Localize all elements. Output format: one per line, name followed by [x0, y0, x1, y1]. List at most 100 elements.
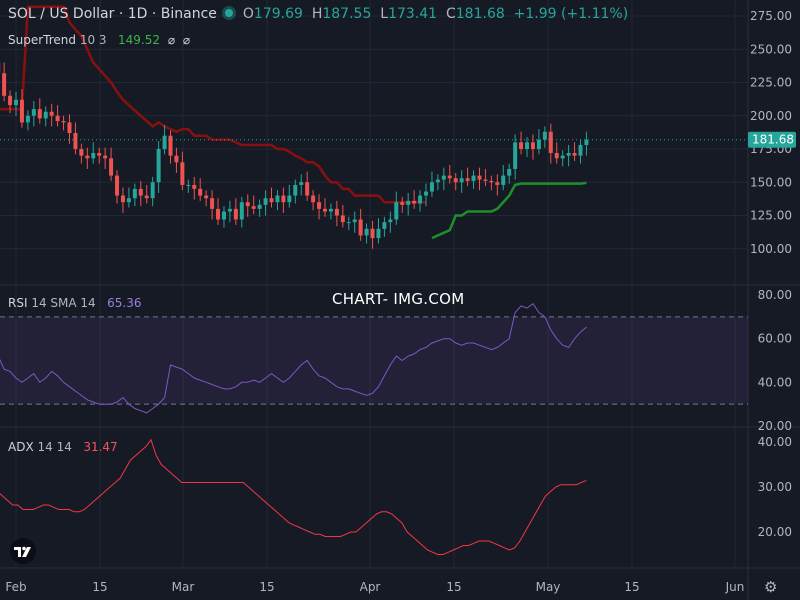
time-axis-label: Jun — [725, 580, 745, 594]
candle-body — [465, 178, 470, 181]
adx-legend[interactable]: ADX 14 14 31.47 — [8, 440, 118, 454]
market-status-dot — [224, 9, 233, 17]
candle-body — [400, 202, 405, 205]
candle-body — [14, 99, 18, 106]
candle-body — [328, 208, 333, 212]
supertrend-value: 149.52 — [118, 33, 160, 47]
adx-axis-label: 20.00 — [758, 525, 792, 539]
candle-body — [79, 149, 84, 156]
gear-icon[interactable]: ⚙ — [764, 578, 778, 596]
rsi-axis-label: 80.00 — [758, 288, 792, 302]
candle-body — [186, 184, 191, 186]
symbol-title[interactable]: SOL / US Dollar · 1D · Binance — [8, 6, 217, 22]
time-axis-label: Apr — [360, 580, 381, 594]
adx-name: ADX — [8, 440, 34, 454]
supertrend-up-line — [431, 181, 587, 240]
symbol-header: SOL / US Dollar · 1D · Binance O179.69 H1… — [8, 6, 628, 22]
candle-body — [251, 206, 256, 209]
adx-axis-label: 40.00 — [758, 435, 792, 449]
time-axis-label: Mar — [172, 580, 195, 594]
price-axis-label: 225.00 — [750, 76, 792, 90]
rsi-axis-label: 40.00 — [758, 375, 792, 389]
ohlc-values: O179.69 H187.55 L173.41 C181.68 +1.99 (+… — [243, 6, 628, 22]
time-axis-label: 15 — [446, 580, 461, 594]
rsi-legend[interactable]: RSI 14 SMA 14 65.36 — [8, 296, 142, 310]
candle-body — [150, 182, 155, 199]
candle-body — [55, 115, 60, 122]
rsi-axis-label: 60.00 — [758, 332, 792, 346]
candle-body — [61, 121, 66, 123]
close-value: 181.68 — [455, 6, 505, 22]
rsi-axis-label: 20.00 — [758, 419, 792, 433]
candle-body — [168, 135, 173, 156]
candle-body — [560, 155, 565, 159]
candle-body — [542, 131, 547, 140]
candle-body — [19, 99, 24, 123]
candle-body — [376, 228, 381, 239]
candle-body — [162, 135, 167, 149]
candle-body — [97, 152, 102, 156]
candle-body — [91, 152, 96, 159]
adx-params: 14 14 — [37, 440, 72, 454]
candle-body — [334, 208, 339, 216]
candle-body — [477, 175, 482, 180]
candle-body — [435, 179, 440, 183]
candle-body — [525, 142, 530, 149]
candle-body — [584, 139, 589, 146]
time-axis-label: 15 — [259, 580, 274, 594]
candle-body — [263, 198, 268, 205]
candle-body — [275, 195, 280, 203]
price-axis-label: 200.00 — [750, 109, 792, 123]
price-axis-label: 100.00 — [750, 242, 792, 256]
candle-body — [174, 155, 179, 163]
high-value: 187.55 — [322, 6, 372, 22]
candle-body — [103, 155, 108, 159]
candle-body — [132, 188, 137, 199]
candle-body — [418, 195, 423, 204]
candle-body — [138, 188, 143, 196]
candle-body — [31, 109, 36, 116]
candle-body — [192, 184, 197, 189]
candle-body — [239, 202, 244, 220]
candle-body — [210, 198, 215, 209]
candle-body — [198, 188, 203, 196]
tradingview-logo[interactable] — [6, 538, 40, 564]
supertrend-legend[interactable]: SuperTrend 10 3 149.52 ⌀ ⌀ — [8, 33, 190, 47]
candle-body — [346, 222, 351, 224]
candle-body — [37, 109, 42, 119]
candle-body — [364, 228, 369, 236]
candle-body — [311, 195, 316, 203]
candle-body — [507, 168, 512, 176]
candle-body — [412, 200, 417, 204]
candle-body — [548, 131, 553, 153]
candle-body — [257, 204, 262, 209]
candle-body — [382, 222, 387, 229]
candle-body — [483, 179, 488, 181]
eye-slash-icon[interactable]: ⌀ — [182, 33, 191, 47]
supertrend-name: SuperTrend — [8, 33, 76, 47]
candle-body — [536, 139, 541, 149]
candle-body — [115, 175, 120, 196]
price-axis-label: 150.00 — [750, 175, 792, 189]
candle-body — [49, 111, 54, 116]
rsi-band-fill — [0, 316, 748, 405]
candle-body — [299, 182, 304, 185]
candle-body — [340, 215, 345, 223]
candle-body — [8, 95, 13, 106]
candle-body — [566, 152, 571, 156]
candle-body — [305, 182, 310, 196]
eye-slash-icon[interactable]: ⌀ — [167, 33, 176, 47]
rsi-value: 65.36 — [107, 296, 142, 310]
time-axis-label: May — [536, 580, 561, 594]
candle-body — [25, 115, 30, 123]
candle-body — [424, 191, 429, 196]
candle-body — [519, 142, 524, 149]
candle-body — [180, 162, 185, 185]
candle-body — [156, 149, 161, 183]
time-axis-label: 15 — [92, 580, 107, 594]
candle-body — [441, 175, 446, 180]
candle-body — [578, 145, 583, 156]
candle-body — [388, 219, 393, 223]
candle-body — [67, 122, 72, 134]
